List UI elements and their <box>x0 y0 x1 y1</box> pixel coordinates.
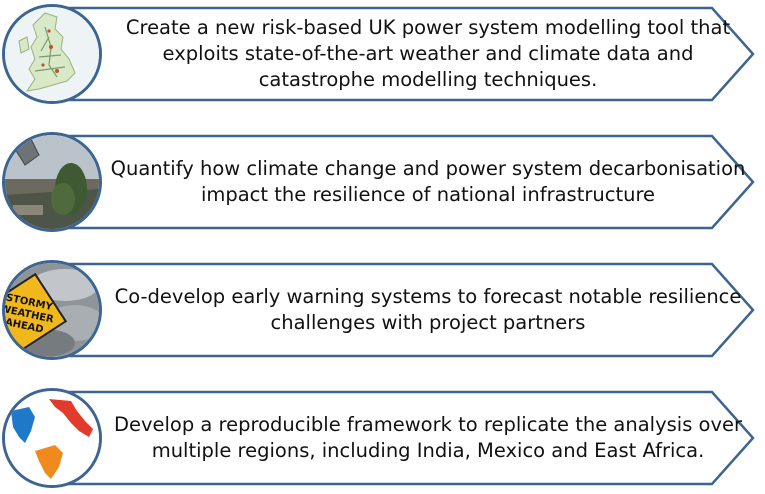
world-regions-map-icon <box>2 388 102 488</box>
objective-row-1: Create a new risk-based UK power system … <box>0 0 765 110</box>
objective-text-2: Quantify how climate change and power sy… <box>110 157 746 206</box>
objective-card-4: Develop a reproducible framework to repl… <box>52 390 756 486</box>
storm-photo-icon <box>2 132 102 232</box>
stormy-weather-sign-icon: STORMY WEATHER AHEAD <box>2 260 102 360</box>
objective-text-1: Create a new risk-based UK power system … <box>125 16 731 91</box>
objective-card-1: Create a new risk-based UK power system … <box>52 6 756 102</box>
objective-text-3: Co-develop early warning systems to fore… <box>114 285 742 334</box>
objective-card-2: Quantify how climate change and power sy… <box>52 134 756 230</box>
uk-map-icon <box>2 4 102 104</box>
objective-row-4: Develop a reproducible framework to repl… <box>0 384 765 494</box>
objective-row-3: Co-develop early warning systems to fore… <box>0 256 765 366</box>
objective-text-4: Develop a reproducible framework to repl… <box>113 413 743 462</box>
objective-row-2: Quantify how climate change and power sy… <box>0 128 765 238</box>
objective-card-3: Co-develop early warning systems to fore… <box>52 262 756 358</box>
